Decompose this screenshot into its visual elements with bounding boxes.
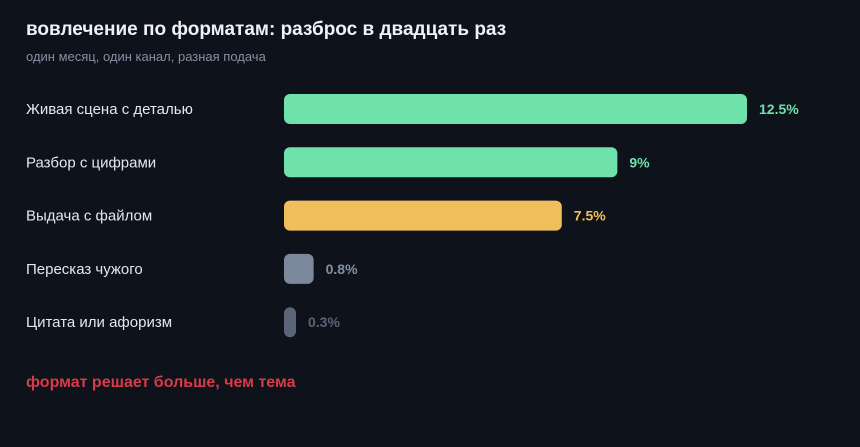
chart-title: вовлечение по форматам: разброс в двадца… [26,19,507,40]
bar [284,147,618,178]
category-label: Пересказ чужого [26,261,143,278]
bar [284,253,314,284]
bar [284,94,747,124]
value-label: 0.3% [308,314,340,330]
category-label: Живая сцена с деталью [26,101,193,118]
value-label: 12.5% [759,101,799,117]
bar [284,307,296,338]
category-label: Выдача с файлом [26,208,152,225]
conclusion-note: формат решает больше, чем тема [26,374,296,391]
value-label: 9% [629,154,650,170]
category-label: Разбор с цифрами [26,154,156,171]
value-label: 0.8% [326,261,358,277]
value-label: 7.5% [574,208,606,224]
category-label: Цитата или афоризм [26,314,172,331]
bar [284,200,562,231]
chart-subtitle: один месяц, один канал, разная подача [26,49,266,64]
